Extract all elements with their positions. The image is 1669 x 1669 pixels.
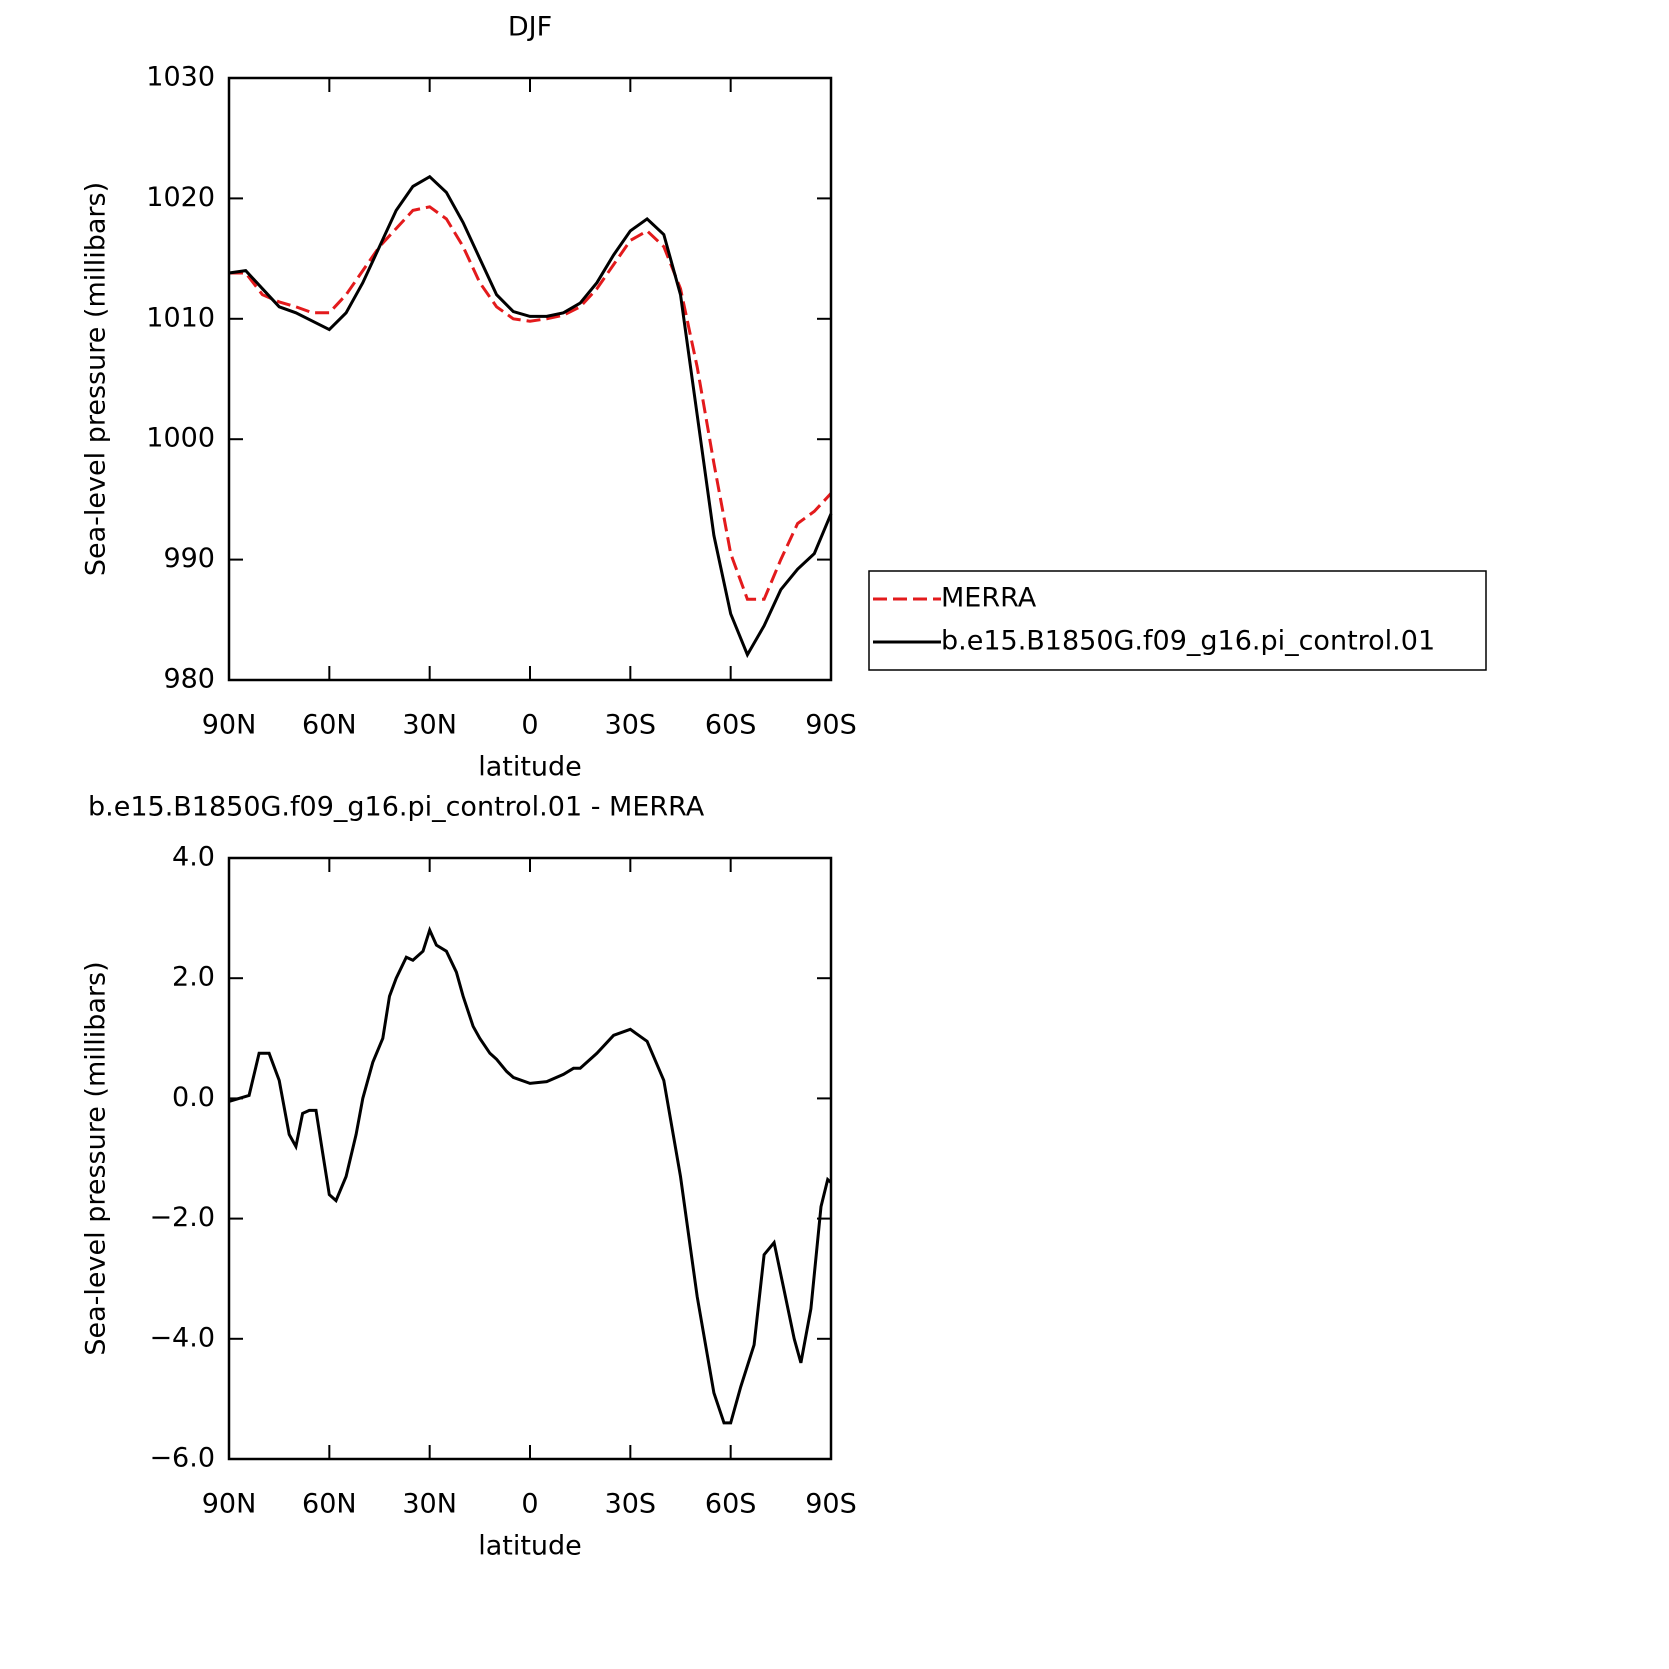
x-tick-label: 30S [605, 710, 657, 741]
x-tick-label: 30N [402, 1489, 457, 1520]
y-tick-label: 990 [163, 543, 215, 574]
x-tick-label: 30S [605, 1489, 657, 1520]
y-tick-label: 4.0 [172, 842, 215, 873]
chart-title: b.e15.B1850G.f09_g16.pi_control.01 - MER… [88, 792, 705, 823]
data-line [228, 925, 833, 1425]
x-tick-label: 90N [202, 710, 257, 741]
x-tick-label: 0 [521, 1489, 538, 1520]
x-tick-label: 90S [805, 710, 857, 741]
x-tick-label: 90N [202, 1489, 257, 1520]
plot-frame [227, 76, 833, 682]
y-tick-label: −4.0 [149, 1322, 215, 1353]
data-line [228, 174, 833, 659]
y-tick-label: 1020 [146, 182, 215, 213]
data-line [229, 205, 833, 601]
x-tick-label: 30N [402, 710, 457, 741]
y-tick-label: 980 [163, 664, 215, 695]
legend-box [868, 570, 1487, 671]
y-tick-label: 1030 [146, 62, 215, 93]
x-tick-label: 90S [805, 1489, 857, 1520]
y-tick-label: 1000 [146, 423, 215, 454]
x-tick-label: 60N [302, 710, 357, 741]
legend-label: b.e15.B1850G.f09_g16.pi_control.01 [941, 626, 1435, 657]
x-axis-label: latitude [478, 752, 582, 783]
y-tick-label: 2.0 [172, 962, 215, 993]
x-tick-label: 0 [521, 710, 538, 741]
y-tick-label: −6.0 [149, 1443, 215, 1474]
y-axis-label: Sea-level pressure (millibars) [81, 182, 112, 576]
y-axis-label: Sea-level pressure (millibars) [81, 961, 112, 1355]
y-tick-label: −2.0 [149, 1202, 215, 1233]
chart-title: DJF [508, 12, 552, 43]
plot-frame [227, 856, 833, 1461]
x-axis-label: latitude [478, 1531, 582, 1562]
x-tick-label: 60N [302, 1489, 357, 1520]
x-tick-label: 60S [705, 1489, 757, 1520]
y-tick-label: 0.0 [172, 1082, 215, 1113]
y-tick-label: 1010 [146, 302, 215, 333]
legend-label: MERRA [941, 583, 1037, 614]
x-tick-label: 60S [705, 710, 757, 741]
